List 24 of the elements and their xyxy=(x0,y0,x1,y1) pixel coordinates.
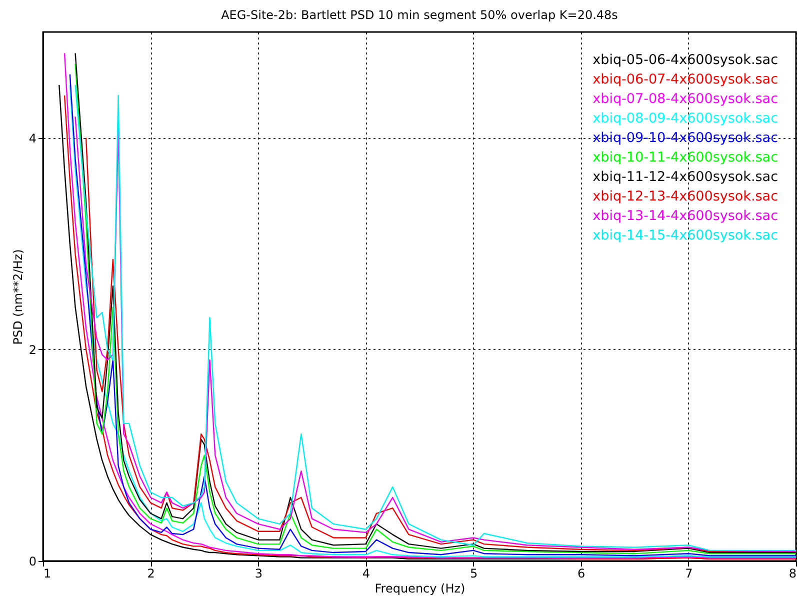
text: xbiq-14-15-4x600sysok.sac xyxy=(592,228,778,244)
text: xbiq-10-11-4x600sysok.sac xyxy=(592,150,778,166)
text: xbiq-09-10-4x600sysok.sac xyxy=(592,130,778,146)
text: xbiq-12-13-4x600sysok.sac xyxy=(592,188,778,204)
text: xbiq-05-06-4x600sysok.sac xyxy=(592,52,778,68)
x-tick-label: 6 xyxy=(578,566,586,580)
x-tick-label: 5 xyxy=(470,566,478,580)
y-tick-label: 0 xyxy=(28,554,36,568)
x-tick-label: 3 xyxy=(254,566,262,580)
y-axis-title: PSD (nm**2/Hz) xyxy=(10,249,25,345)
x-tick-label: 8 xyxy=(788,566,796,580)
x-axis-title: Frequency (Hz) xyxy=(374,582,466,596)
chart-title: AEG-Site-2b: Bartlett PSD 10 min segment 50% overlap K=20.48s xyxy=(221,8,618,22)
x-tick-label: 1 xyxy=(44,566,52,580)
text: xbiq-13-14-4x600sysok.sac xyxy=(592,208,778,224)
x-tick-label: 4 xyxy=(362,566,370,580)
x-tick-label: 7 xyxy=(685,566,693,580)
text: xbiq-11-12-4x600sysok.sac xyxy=(592,169,778,185)
text: xbiq-07-08-4x600sysok.sac xyxy=(592,91,778,107)
y-tick-label: 2 xyxy=(28,342,36,357)
x-tick-label: 2 xyxy=(147,566,155,580)
y-tick-label: 4 xyxy=(28,131,36,146)
text: xbiq-06-07-4x600sysok.sac xyxy=(592,72,778,88)
text: xbiq-08-09-4x600sysok.sac xyxy=(592,110,778,126)
